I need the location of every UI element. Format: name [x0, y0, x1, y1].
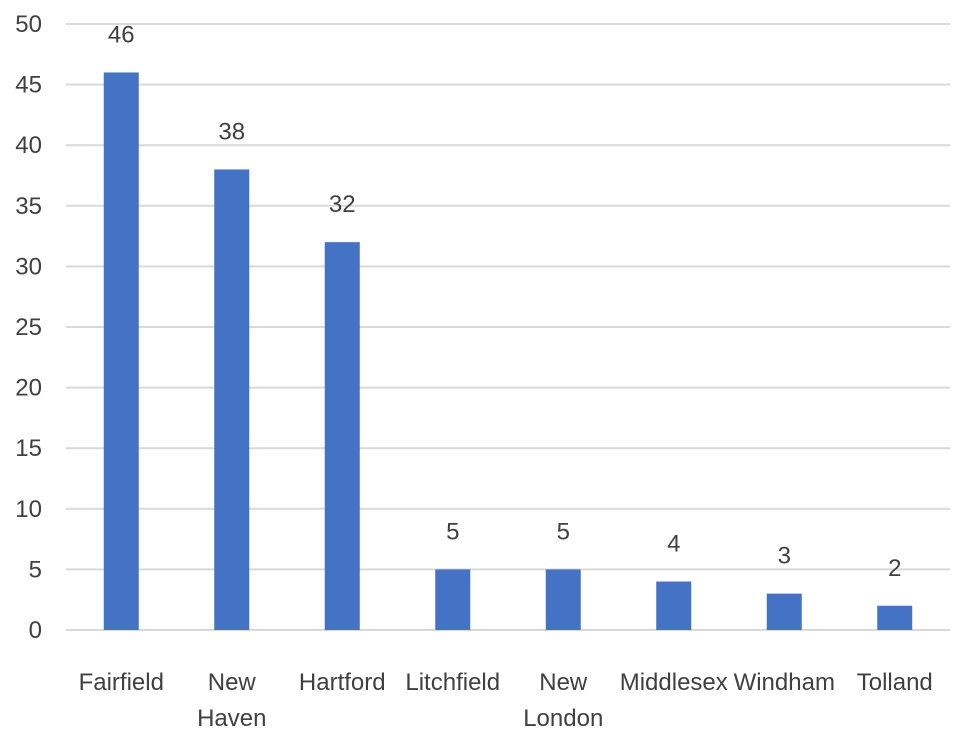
x-category-label-line: Haven — [197, 705, 266, 732]
data-label: 5 — [446, 518, 459, 545]
x-category-label-line: New — [208, 669, 257, 696]
x-category-label: Windham — [734, 669, 835, 696]
x-category-label: Tolland — [857, 669, 933, 696]
y-tick-label: 25 — [15, 314, 42, 341]
y-tick-label: 15 — [15, 435, 42, 462]
x-category-label: New London — [523, 669, 603, 732]
x-category-label: Middlesex — [620, 669, 728, 696]
data-label: 3 — [778, 543, 791, 570]
x-category-label-line: Hartford — [299, 669, 386, 696]
y-tick-label: 0 — [29, 617, 42, 644]
data-label: 38 — [218, 118, 245, 145]
x-category-label-line: Tolland — [857, 669, 933, 696]
y-tick-label: 5 — [29, 556, 42, 583]
y-tick-label: 35 — [15, 193, 42, 220]
y-axis-ticks: 0 5 10 15 20 25 30 35 40 45 50 — [15, 11, 42, 644]
x-category-label-line: Middlesex — [620, 669, 728, 696]
data-label: 32 — [329, 191, 356, 218]
y-tick-label: 40 — [15, 132, 42, 159]
x-category-label: Litchfield — [405, 669, 500, 696]
bar — [877, 605, 913, 630]
x-category-label-line: New — [539, 669, 588, 696]
data-label: 5 — [557, 518, 570, 545]
data-label: 2 — [888, 555, 901, 582]
y-tick-label: 45 — [15, 72, 42, 99]
x-axis-categories: Fairfield New Haven Hartford Litchfield New Lo… — [79, 669, 933, 732]
x-category-label: New Haven — [197, 669, 266, 732]
x-category-label-line: Windham — [734, 669, 835, 696]
x-category-label: Fairfield — [79, 669, 164, 696]
bar — [214, 169, 250, 630]
x-category-label-line: London — [523, 705, 603, 732]
y-tick-label: 20 — [15, 375, 42, 402]
data-label: 4 — [667, 531, 680, 558]
bar — [766, 593, 802, 630]
y-tick-label: 10 — [15, 496, 42, 523]
bar — [545, 569, 581, 630]
x-category-label-line: Fairfield — [79, 669, 164, 696]
y-tick-label: 30 — [15, 253, 42, 280]
bars — [103, 72, 913, 631]
y-tick-label: 50 — [15, 11, 42, 38]
x-category-label-line: Litchfield — [405, 669, 500, 696]
x-category-label: Hartford — [299, 669, 386, 696]
bar — [435, 569, 471, 630]
bar — [656, 581, 692, 630]
gridlines — [66, 23, 950, 631]
bar — [324, 242, 360, 630]
bar — [103, 72, 139, 631]
data-label: 46 — [108, 21, 135, 48]
